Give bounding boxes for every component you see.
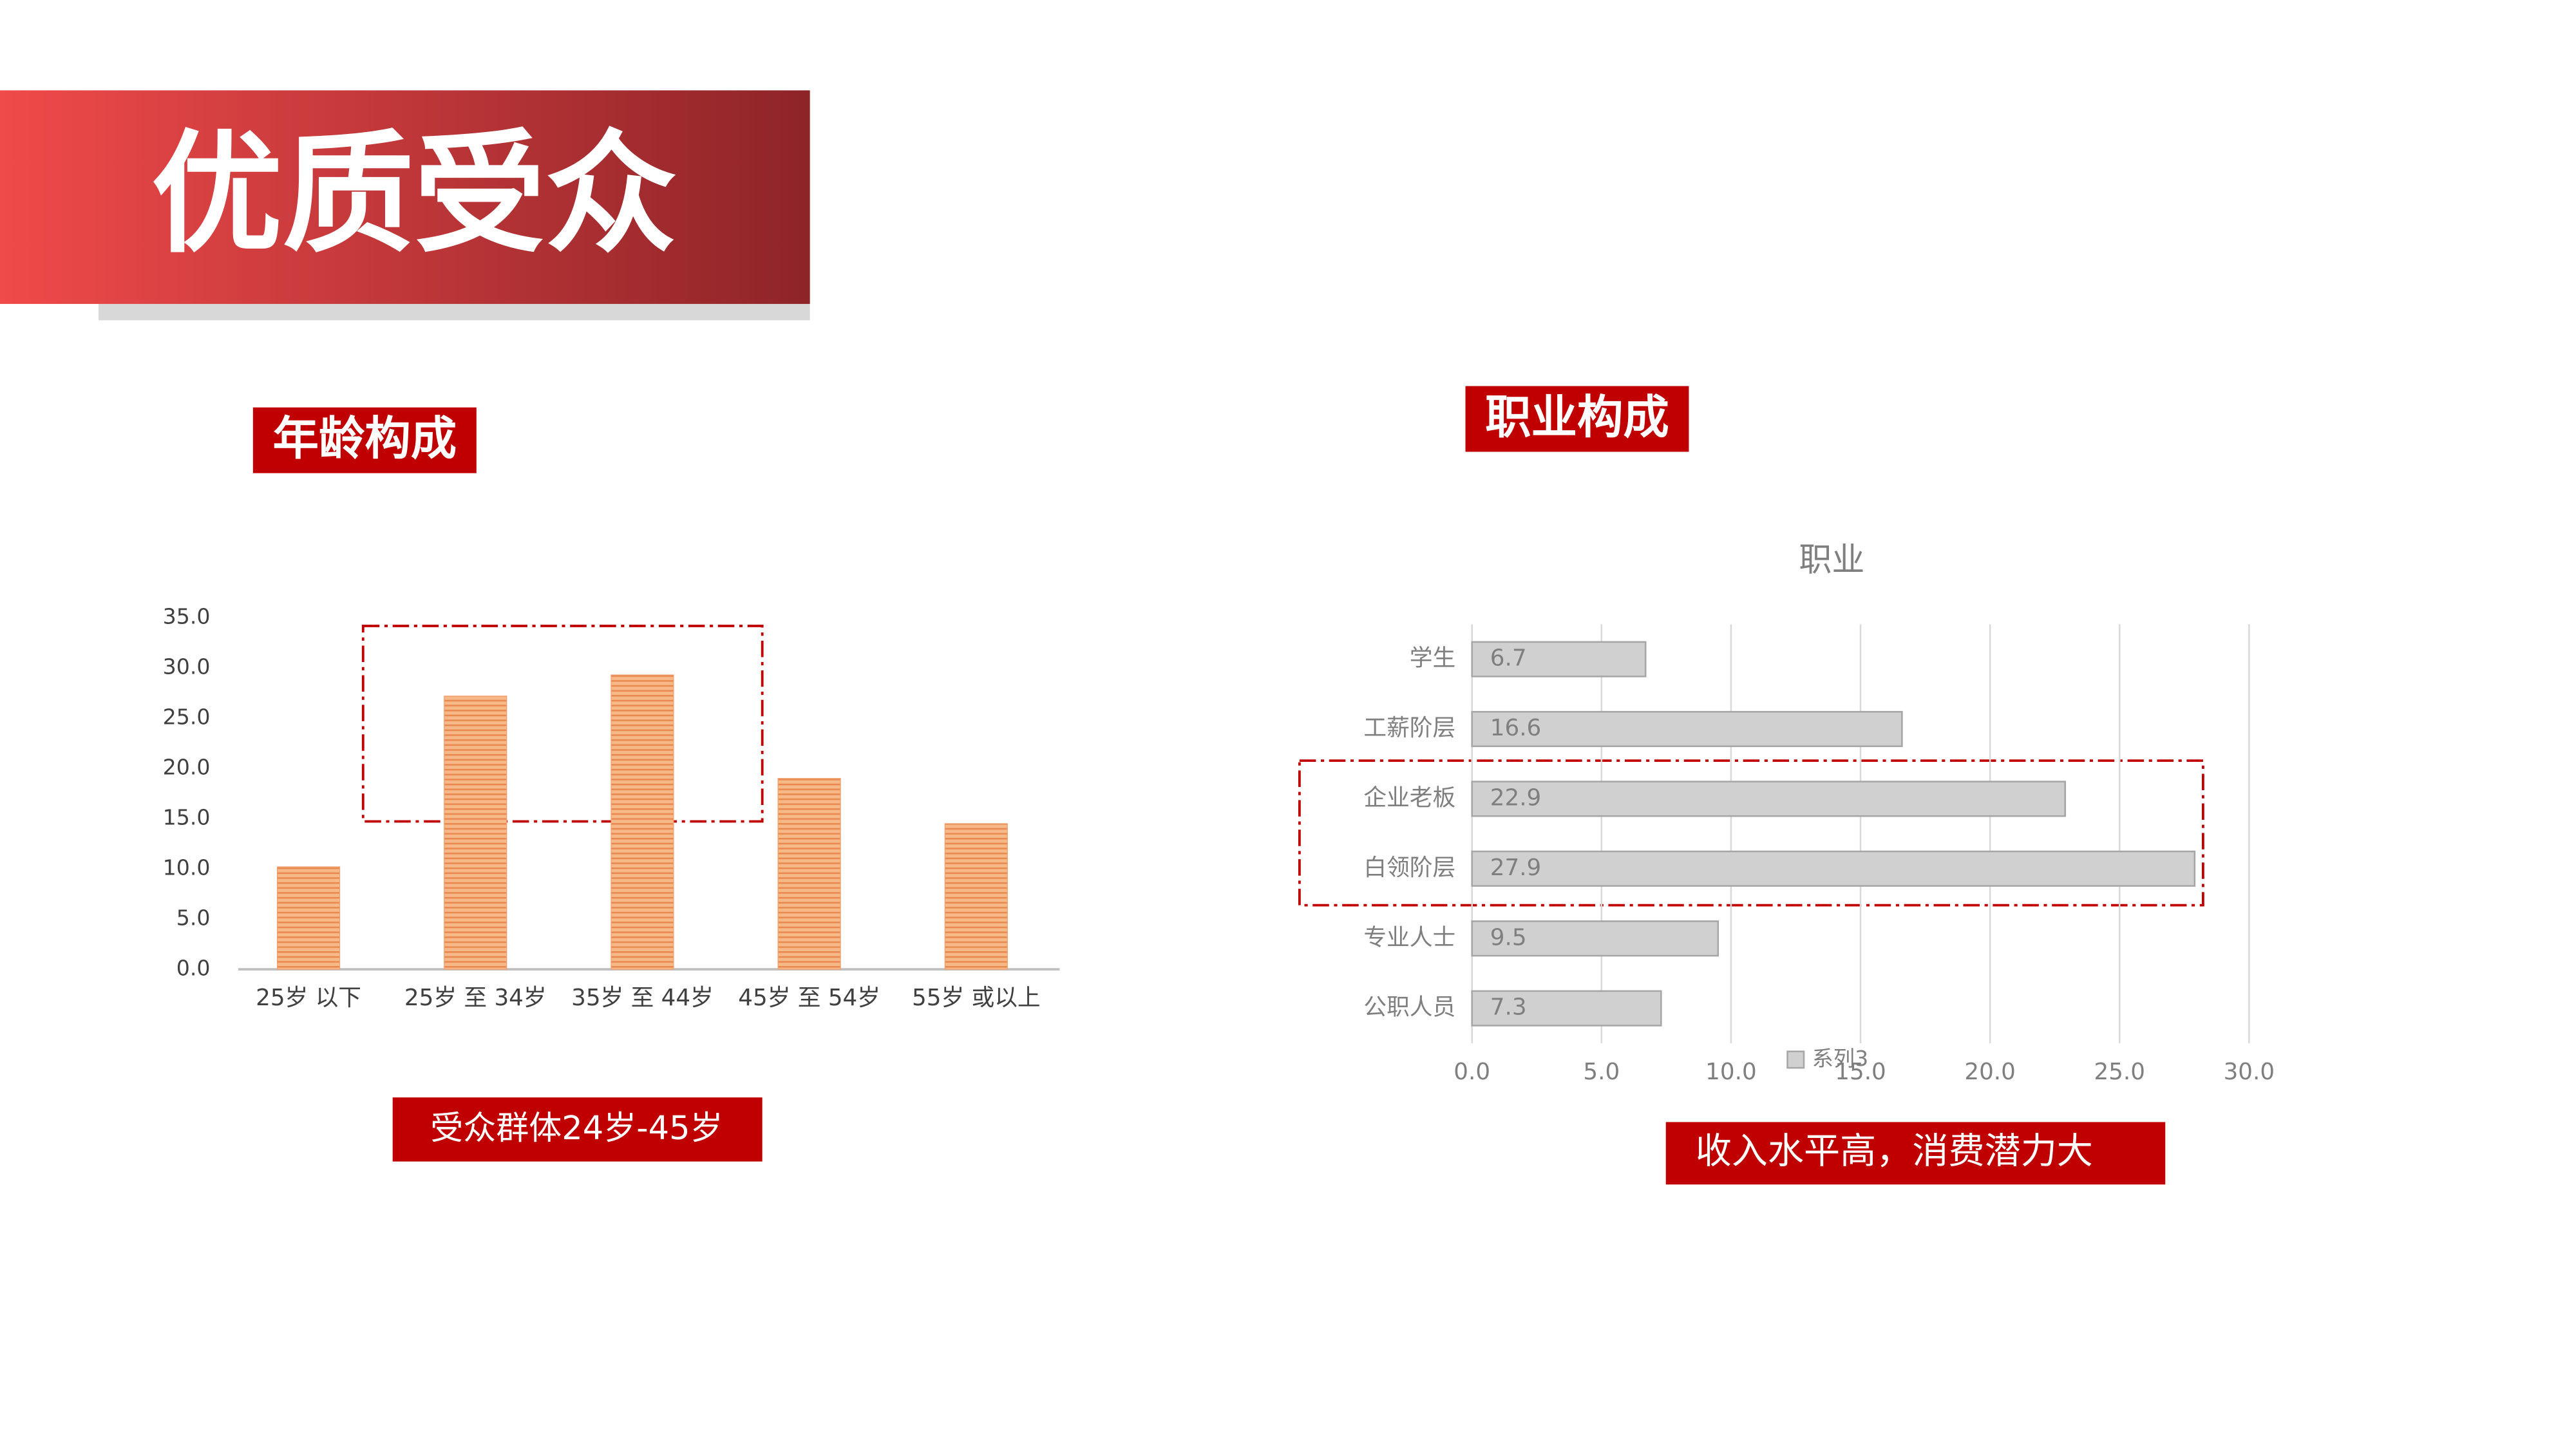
x-tick-label: 35岁 至 44岁 — [571, 985, 714, 1011]
bar — [1471, 641, 1647, 677]
chart-title: 职业 — [1799, 541, 1864, 579]
y-tick-label: 15.0 — [163, 805, 211, 830]
section-label-bg — [252, 407, 477, 473]
y-tick-label: 5.0 — [176, 905, 211, 931]
y-tick-label: 25.0 — [163, 705, 211, 730]
caption: 受众群体24岁-45岁 — [430, 1110, 723, 1148]
y-tick-label: 10.0 — [163, 855, 211, 880]
bar — [444, 696, 507, 970]
x-tick-label: 30.0 — [2224, 1059, 2275, 1085]
caption-bg — [392, 1097, 762, 1162]
data-label: 9.5 — [1490, 924, 1527, 951]
y-tick-label: 30.0 — [163, 654, 211, 679]
bar — [611, 674, 674, 970]
y-tick-label: 0.0 — [176, 956, 211, 981]
x-tick-label: 0.0 — [1454, 1059, 1490, 1085]
bar — [1471, 920, 1719, 957]
section-label: 年龄构成 — [273, 412, 457, 466]
caption-bg — [1665, 1122, 2166, 1185]
y-tick-label: 白领阶层 — [1363, 855, 1455, 881]
x-tick-label: 25.0 — [2094, 1059, 2145, 1085]
x-tick-label: 55岁 或以上 — [912, 985, 1041, 1011]
y-tick-label: 工薪阶层 — [1363, 715, 1455, 741]
bar — [944, 823, 1008, 970]
x-tick-label: 25岁 以下 — [256, 985, 361, 1011]
bar — [1471, 710, 1903, 748]
x-tick-label: 5.0 — [1583, 1059, 1620, 1085]
y-tick-label: 20.0 — [163, 755, 211, 780]
section-label-bg — [1465, 386, 1689, 452]
section-label: 职业构成 — [1485, 391, 1669, 444]
legend-label: 系列3 — [1812, 1046, 1868, 1071]
data-label: 16.6 — [1490, 715, 1542, 741]
y-tick-label: 公职人员 — [1363, 994, 1455, 1021]
header-banner — [0, 90, 810, 304]
legend-swatch — [1786, 1050, 1805, 1069]
caption: 收入水平高，消费潜力大 — [1696, 1130, 2093, 1172]
data-label: 22.9 — [1490, 784, 1542, 811]
bar — [777, 778, 841, 970]
highlight-box — [1298, 759, 2204, 907]
y-tick-label: 学生 — [1410, 645, 1455, 672]
bar — [1471, 850, 2196, 887]
x-tick-label: 25岁 至 34岁 — [404, 985, 547, 1011]
bar — [276, 866, 341, 970]
data-label: 27.9 — [1490, 855, 1542, 881]
y-tick-label: 专业人士 — [1363, 924, 1455, 951]
page-title: 优质受众 — [151, 118, 677, 271]
bar — [1471, 990, 1662, 1027]
x-tick-label: 10.0 — [1705, 1059, 1756, 1085]
x-tick-label: 15.0 — [1835, 1059, 1886, 1085]
y-tick-label: 35.0 — [163, 604, 211, 629]
y-tick-label: 企业老板 — [1363, 784, 1455, 811]
header-shadow — [99, 303, 810, 321]
data-label: 7.3 — [1490, 994, 1527, 1021]
x-tick-label: 20.0 — [1964, 1059, 2016, 1085]
x-tick-label: 45岁 至 54岁 — [738, 985, 880, 1011]
highlight-box — [361, 625, 764, 823]
bar — [1471, 781, 2067, 817]
data-label: 6.7 — [1490, 645, 1527, 672]
